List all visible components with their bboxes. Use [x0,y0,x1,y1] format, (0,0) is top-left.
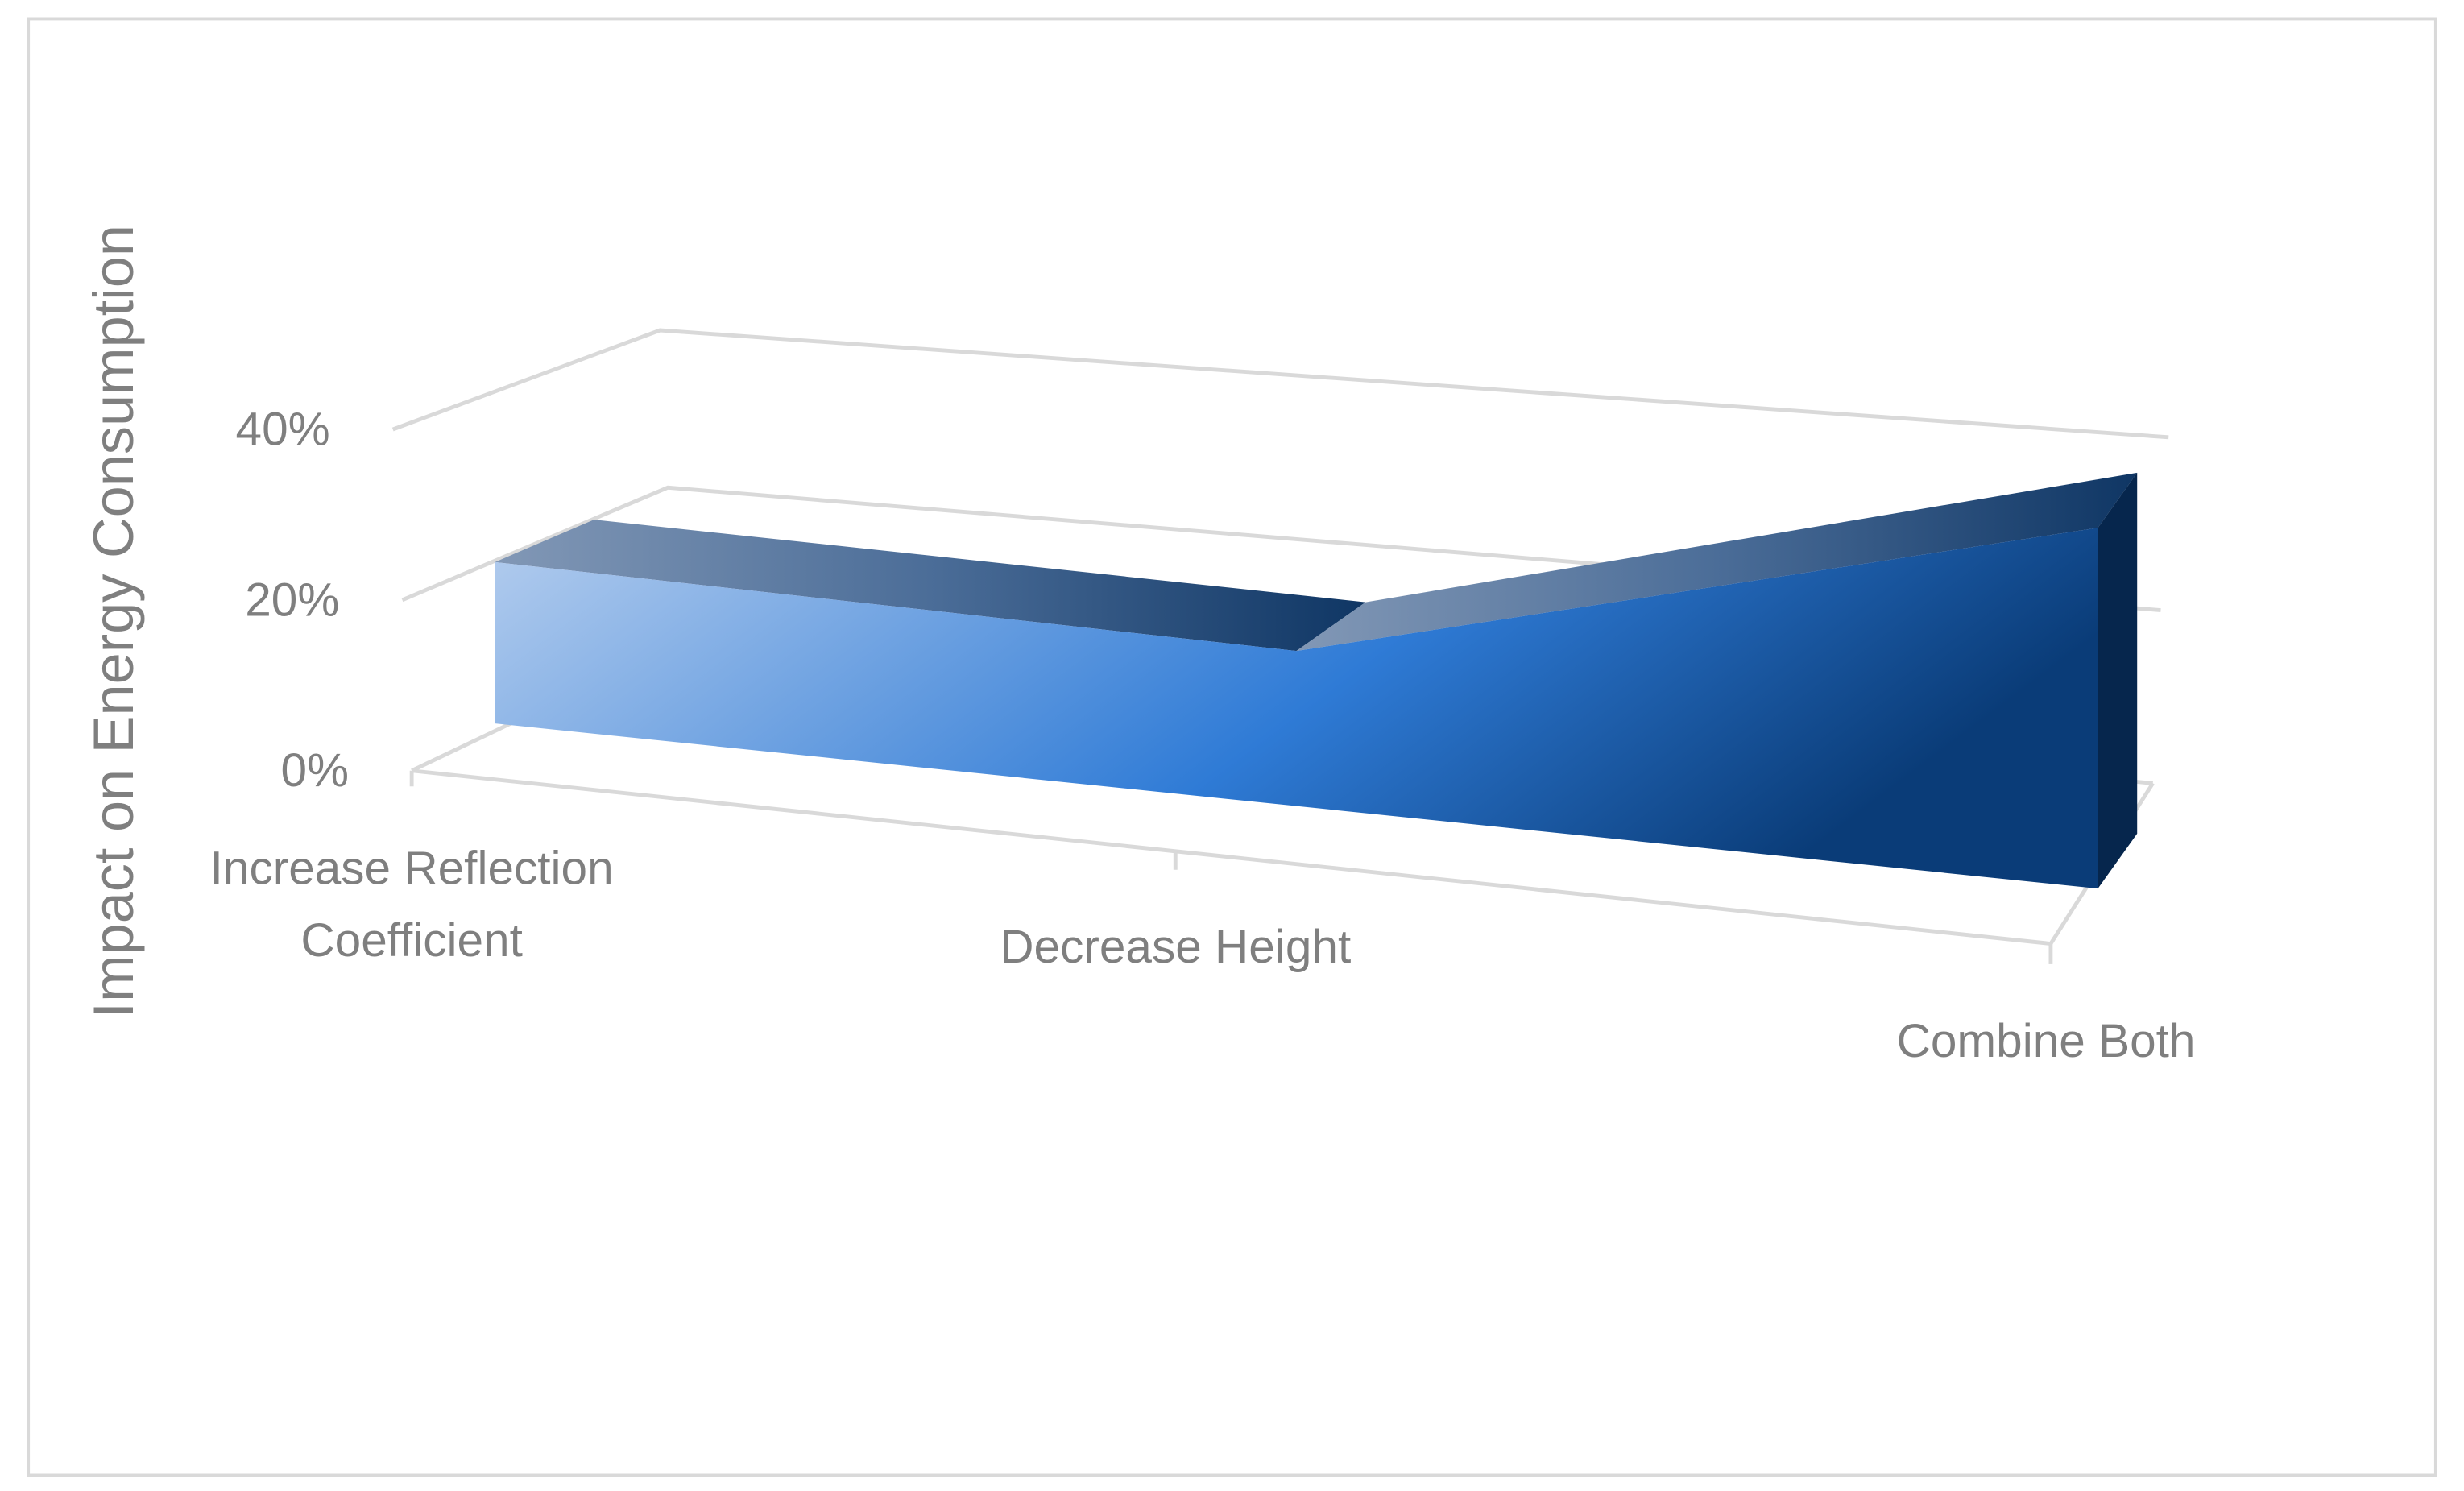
ribbon-end [2098,472,2138,889]
ribbon-top [495,520,1366,652]
x-tick-label-box: Increase Reflection Coefficient [209,843,614,967]
y-tick-label: 40% [236,403,330,455]
grid-line [391,328,2169,440]
ribbon [495,472,2138,889]
x-tick-label: Combine Both [1896,1016,2196,1068]
x-tick-label: Decrease Height [1000,922,1352,974]
y-tick-label: 0% [281,744,350,797]
ribbon-top [1296,472,2138,652]
ribbon-front [495,528,2098,889]
y-axis-title: Impact on Energy Consumption [81,225,145,1017]
x-tick-label-box: Combine Both [1896,1016,2196,1068]
y-tick-label: 20% [245,574,339,626]
x-tick-label-box: Decrease Height [1000,922,1352,974]
x-tick-label: Increase Reflection Coefficient [209,843,614,967]
